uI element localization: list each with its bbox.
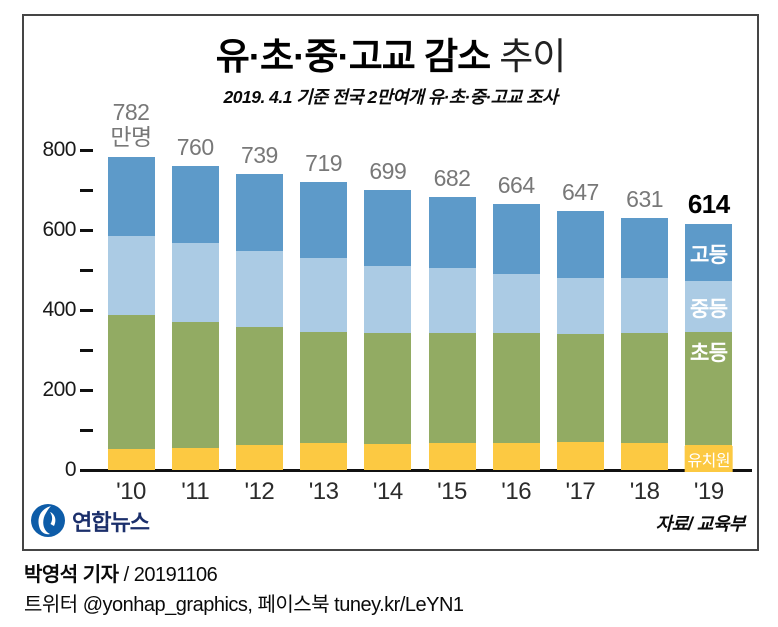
bar-segment-high	[428, 197, 476, 269]
segment-label-elementary: 초등	[689, 342, 728, 365]
page-title: 유·초·중·고교 감소 추이	[22, 26, 759, 80]
x-axis-label: '18	[629, 478, 660, 505]
bar-segment-middle	[492, 274, 540, 334]
bar-segment-elementary	[171, 321, 219, 449]
bar-total-label: 719	[305, 150, 343, 177]
bar-segment-elementary	[107, 314, 155, 449]
bar-total-label: 647	[561, 179, 599, 206]
bar-segment-high	[235, 174, 283, 251]
bar-segment-high	[107, 157, 155, 236]
bar-segment-elementary	[556, 334, 604, 442]
y-axis-tick	[80, 348, 93, 352]
x-axis-label: '11	[181, 478, 210, 505]
bar-segment-middle	[685, 281, 733, 332]
bar-total-label: 631	[626, 185, 664, 212]
segment-label-kindergarten: 유치원	[684, 446, 734, 473]
yonhap-globe-icon	[31, 504, 65, 537]
bar-segment-elementary	[235, 326, 283, 445]
x-axis-label: '14	[372, 478, 403, 505]
bar-total-text: 782	[112, 99, 150, 126]
bar-segment-middle	[171, 243, 219, 322]
bar-total-text: 만명	[110, 124, 152, 151]
title-main: 유·초·중·고교 감소	[215, 36, 492, 77]
social-links: 트위터 @yonhap_graphics, 페이스북 tuney.kr/LeYN…	[24, 594, 464, 616]
y-axis-tick	[80, 268, 93, 272]
bar-segment-high	[364, 190, 412, 266]
bar-segment-middle	[364, 265, 412, 333]
bar-total-label: 739	[240, 142, 278, 169]
bar-segment-high	[492, 204, 540, 275]
bar-segment-kindergarten	[171, 448, 219, 470]
reporter-name: 박영석 기자	[24, 564, 119, 586]
y-axis-tick-label: 0	[64, 458, 77, 481]
bar-segment-elementary	[685, 332, 733, 445]
x-axis-label: '17	[565, 478, 596, 505]
bar-segment-kindergarten	[428, 442, 476, 470]
segment-label-middle: 중등	[689, 297, 728, 321]
bar-segment-middle	[235, 250, 283, 327]
bar-segment-elementary	[428, 332, 476, 443]
y-axis-tick	[80, 428, 93, 432]
bar-segment-high	[621, 217, 669, 279]
bar-segment-middle	[621, 278, 669, 334]
bar-total-label-current: 614	[687, 189, 730, 220]
bar-total-label: 699	[369, 158, 407, 185]
byline-date: / 20191106	[118, 564, 218, 586]
bar-segment-kindergarten	[235, 444, 283, 470]
y-axis-tick	[80, 308, 93, 312]
title-suffix: 추이	[499, 36, 566, 77]
y-axis-tick-label: 200	[42, 378, 76, 401]
bar-segment-high	[171, 166, 219, 244]
bar-segment-kindergarten	[556, 441, 604, 470]
bar-segment-high	[685, 224, 733, 282]
x-axis-label: '10	[116, 478, 146, 505]
byline: 박영석 기자 / 20191106	[24, 558, 218, 587]
y-axis-tick	[80, 388, 93, 392]
bar-total-label: 664	[497, 172, 535, 199]
y-axis-tick	[80, 188, 93, 192]
x-axis-line	[80, 469, 752, 472]
y-axis-tick	[80, 468, 93, 472]
bar-segment-elementary	[300, 331, 348, 444]
bar-total-label: 760	[176, 134, 214, 160]
bar-segment-kindergarten	[300, 443, 348, 470]
x-axis-label: '12	[244, 478, 275, 505]
x-axis-label: '16	[501, 478, 532, 505]
bar-segment-middle	[107, 235, 155, 315]
bar-segment-middle	[556, 277, 604, 335]
bar-segment-high	[300, 182, 348, 259]
bar-total-label: 782 만명	[86, 100, 176, 150]
bar-segment-elementary	[364, 332, 412, 445]
bar-segment-middle	[428, 268, 476, 333]
y-axis-tick	[80, 228, 93, 232]
x-axis-label: '13	[308, 478, 339, 505]
data-source-credit: 자료/ 교육부	[655, 514, 746, 534]
y-axis-tick-label: 800	[42, 138, 76, 161]
y-axis-tick-label: 400	[42, 298, 76, 321]
bar-segment-elementary	[492, 333, 540, 443]
y-axis-tick-label: 600	[42, 218, 76, 241]
bar-segment-kindergarten	[364, 444, 412, 470]
bar-segment-high	[556, 211, 604, 278]
y-axis-tick	[80, 148, 93, 152]
segment-label-high: 고등	[689, 243, 728, 267]
x-axis-label: '15	[437, 478, 467, 505]
bar-segment-middle	[300, 258, 348, 332]
bar-segment-kindergarten	[492, 442, 540, 470]
x-axis-label: '19	[693, 478, 724, 505]
bar-segment-kindergarten	[621, 442, 669, 470]
yonhap-logo: 연합뉴스	[30, 503, 150, 538]
yonhap-logo-text: 연합뉴스	[72, 509, 150, 535]
chart-subtitle: 2019. 4.1 기준 전국 2만여개 유·초·중·고교 조사	[223, 87, 558, 107]
bar-segment-elementary	[621, 333, 669, 443]
bar-total-label: 682	[433, 165, 471, 192]
bar-segment-kindergarten	[107, 448, 155, 470]
